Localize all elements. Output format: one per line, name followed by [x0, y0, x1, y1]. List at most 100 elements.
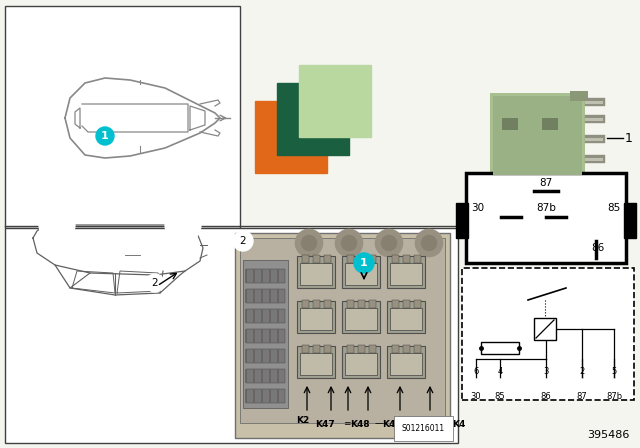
- Circle shape: [354, 253, 374, 273]
- Bar: [403, 300, 410, 308]
- Text: K47: K47: [315, 419, 335, 428]
- Circle shape: [39, 207, 75, 243]
- Bar: [5, 228, 458, 443]
- Bar: [414, 300, 421, 308]
- Circle shape: [541, 379, 551, 389]
- Circle shape: [47, 215, 67, 235]
- Bar: [392, 345, 399, 353]
- Bar: [358, 255, 365, 263]
- Text: 85: 85: [495, 392, 506, 401]
- Circle shape: [495, 379, 505, 389]
- Bar: [345, 308, 377, 330]
- Bar: [585, 115, 605, 123]
- Bar: [358, 345, 365, 353]
- Text: 86: 86: [591, 243, 605, 253]
- Text: 85: 85: [607, 203, 621, 213]
- Bar: [585, 138, 603, 141]
- Bar: [277, 83, 349, 155]
- Bar: [297, 301, 335, 333]
- Circle shape: [335, 229, 363, 257]
- Circle shape: [375, 229, 403, 257]
- Text: 2: 2: [579, 367, 584, 376]
- Bar: [414, 255, 421, 263]
- Bar: [302, 300, 309, 308]
- Bar: [299, 65, 371, 137]
- Text: –: –: [409, 419, 413, 428]
- Text: 87: 87: [577, 392, 588, 401]
- Circle shape: [577, 379, 587, 389]
- Text: 3: 3: [543, 367, 548, 376]
- Bar: [302, 255, 309, 263]
- Text: K46: K46: [382, 419, 402, 428]
- Bar: [403, 345, 410, 353]
- Text: K2: K2: [296, 416, 310, 425]
- Text: K4: K4: [452, 419, 466, 428]
- Bar: [297, 256, 335, 288]
- Bar: [585, 155, 605, 163]
- Text: S01216011: S01216011: [402, 424, 445, 433]
- Bar: [466, 173, 626, 263]
- Text: 30: 30: [470, 392, 481, 401]
- Bar: [300, 308, 332, 330]
- Bar: [300, 263, 332, 285]
- Text: —: —: [374, 419, 383, 428]
- Bar: [313, 300, 320, 308]
- Bar: [414, 345, 421, 353]
- Bar: [246, 389, 285, 403]
- Bar: [624, 203, 636, 238]
- Text: 5: 5: [611, 367, 616, 376]
- Circle shape: [96, 127, 114, 145]
- Bar: [481, 342, 519, 354]
- Circle shape: [295, 229, 323, 257]
- Bar: [255, 101, 327, 173]
- Bar: [392, 255, 399, 263]
- Bar: [390, 308, 422, 330]
- Text: –: –: [444, 419, 448, 428]
- Text: 2: 2: [152, 278, 158, 288]
- Bar: [347, 255, 354, 263]
- Bar: [493, 96, 582, 175]
- Bar: [345, 263, 377, 285]
- Bar: [369, 255, 376, 263]
- Text: 86: 86: [541, 392, 552, 401]
- Bar: [456, 203, 468, 238]
- Bar: [585, 101, 603, 104]
- Bar: [387, 346, 425, 378]
- Bar: [243, 260, 288, 408]
- Bar: [342, 256, 380, 288]
- Bar: [246, 369, 285, 383]
- Bar: [313, 255, 320, 263]
- Bar: [585, 158, 603, 161]
- Bar: [324, 345, 331, 353]
- Circle shape: [165, 207, 201, 243]
- Text: 395486: 395486: [588, 430, 630, 440]
- Bar: [246, 269, 285, 283]
- Bar: [502, 118, 518, 130]
- Bar: [534, 318, 556, 340]
- Circle shape: [421, 235, 437, 251]
- Bar: [342, 346, 380, 378]
- Bar: [345, 353, 377, 375]
- Text: 87b: 87b: [606, 392, 622, 401]
- Bar: [324, 255, 331, 263]
- Bar: [387, 256, 425, 288]
- Text: 87: 87: [540, 178, 552, 188]
- Bar: [5, 6, 240, 228]
- Bar: [347, 345, 354, 353]
- Text: 30: 30: [472, 203, 484, 213]
- Text: =: =: [343, 419, 351, 428]
- Bar: [585, 135, 605, 143]
- Circle shape: [233, 231, 253, 251]
- Bar: [324, 300, 331, 308]
- Bar: [240, 238, 445, 423]
- Bar: [390, 353, 422, 375]
- Bar: [246, 329, 285, 343]
- Circle shape: [415, 229, 443, 257]
- Bar: [585, 98, 605, 106]
- Text: 87b: 87b: [536, 203, 556, 213]
- Bar: [542, 118, 558, 130]
- Text: 6: 6: [474, 367, 479, 376]
- Bar: [235, 233, 450, 438]
- Circle shape: [146, 274, 164, 292]
- Bar: [570, 91, 588, 101]
